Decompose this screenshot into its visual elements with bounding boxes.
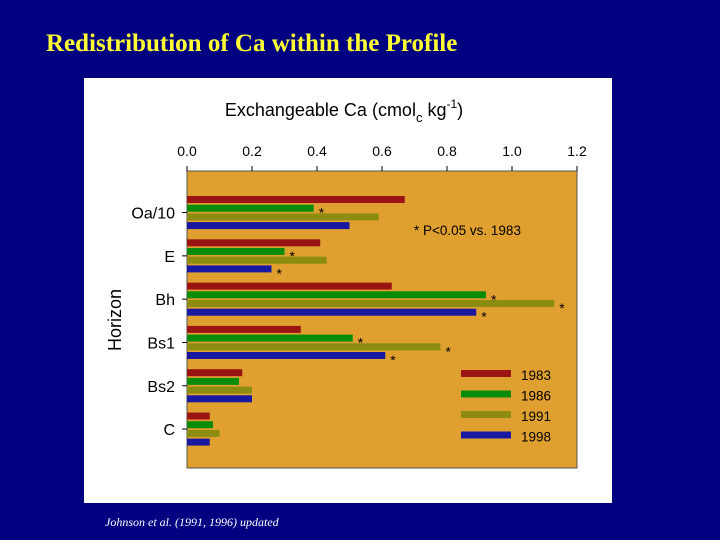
x-tick-label: 1.2: [567, 143, 587, 159]
bar-1998-C: [187, 438, 210, 446]
legend-swatch-1986: [461, 390, 511, 398]
x-tick-label: 1.0: [502, 143, 522, 159]
source-caption: Johnson et al. (1991, 1996) updated: [105, 515, 279, 529]
x-tick-label: 0.2: [242, 143, 262, 159]
category-label: Bs1: [147, 335, 175, 352]
legend-swatch-1998: [461, 431, 511, 439]
significance-star: *: [290, 248, 296, 264]
legend-label: 1983: [521, 368, 551, 383]
significance-star: *: [491, 291, 497, 307]
bar-1991-Bs2: [187, 386, 252, 394]
bar-chart: Exchangeable Ca (cmolc kg-1) Horizon 0.0…: [105, 97, 587, 469]
bar-1991-Oa/10: [187, 213, 379, 221]
bar-1998-Bs1: [187, 352, 386, 359]
bar-1998-Bh: [187, 308, 477, 316]
bar-1986-E: [187, 248, 285, 255]
significance-star: *: [358, 335, 364, 351]
bar-1998-E: [187, 265, 272, 273]
bar-1991-E: [187, 256, 327, 264]
bar-1983-C: [187, 412, 210, 420]
bar-1983-E: [187, 239, 321, 247]
significance-star: *: [446, 343, 452, 359]
legend-label: 1998: [521, 430, 551, 445]
bar-1986-Bs2: [187, 377, 239, 385]
legend-label: 1991: [521, 409, 551, 424]
significance-star: *: [390, 352, 396, 368]
bar-1983-Bs1: [187, 325, 301, 333]
significance-star: *: [481, 309, 487, 325]
bar-1991-C: [187, 429, 220, 437]
bar-1998-Bs2: [187, 395, 252, 403]
category-label: Bs2: [147, 379, 175, 396]
chart-panel: Exchangeable Ca (cmolc kg-1) Horizon 0.0…: [84, 78, 612, 503]
significance-star: *: [319, 205, 325, 221]
bar-1998-Oa/10: [187, 222, 350, 230]
significance-star: *: [559, 300, 565, 316]
x-tick-label: 0.8: [437, 143, 457, 159]
significance-star: *: [277, 265, 283, 281]
x-tick-label: 0.4: [307, 143, 327, 159]
x-tick-label: 0.6: [372, 143, 392, 159]
x-tick-label: 0.0: [177, 143, 197, 159]
bar-1986-Bs1: [187, 334, 353, 342]
bar-1983-Bh: [187, 282, 392, 290]
legend-label: 1986: [521, 389, 551, 404]
category-label: Oa/10: [131, 206, 175, 223]
bar-1986-Oa/10: [187, 204, 314, 212]
category-label: C: [163, 422, 175, 439]
bar-1991-Bh: [187, 300, 555, 307]
plot-area: [186, 170, 578, 469]
bar-1983-Bs2: [187, 369, 243, 377]
chart-title: Exchangeable Ca (cmolc kg-1): [225, 97, 463, 125]
legend-swatch-1983: [461, 370, 511, 377]
category-label: E: [164, 249, 175, 266]
y-axis-title: Horizon: [105, 289, 125, 351]
significance-annotation: * P<0.05 vs. 1983: [414, 223, 521, 238]
legend-swatch-1991: [461, 411, 511, 418]
category-label: Bh: [155, 292, 175, 309]
bar-1986-Bh: [187, 291, 486, 299]
bar-1991-Bs1: [187, 343, 441, 351]
slide-title: Redistribution of Ca within the Profile: [46, 30, 458, 57]
bar-1986-C: [187, 421, 213, 429]
bar-1983-Oa/10: [187, 196, 405, 203]
